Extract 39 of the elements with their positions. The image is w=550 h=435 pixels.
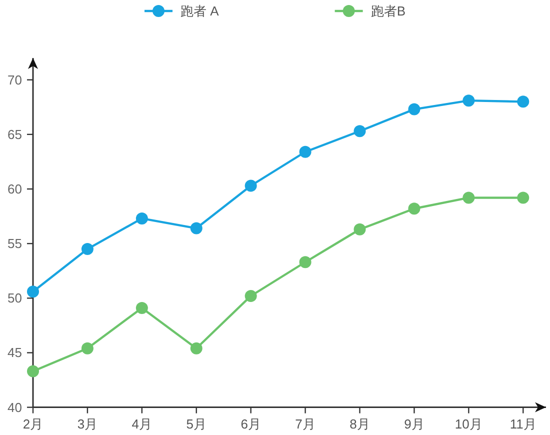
x-tick-label: 9月 <box>404 416 424 432</box>
y-tick-label: 65 <box>8 126 22 142</box>
point <box>408 202 420 215</box>
point <box>354 223 366 236</box>
x-tick-label: 5月 <box>186 416 206 432</box>
y-tick-label: 60 <box>8 181 22 196</box>
y-tick-label: 50 <box>8 290 22 306</box>
x-tick-label: 4月 <box>132 416 152 432</box>
point <box>244 180 257 192</box>
x-tick-label: 3月 <box>77 416 98 432</box>
point <box>299 256 312 268</box>
point <box>462 192 475 204</box>
point <box>81 243 94 256</box>
point <box>517 192 530 204</box>
point <box>136 212 148 224</box>
point <box>27 286 39 298</box>
point <box>408 103 420 116</box>
point <box>462 94 475 107</box>
point <box>244 290 257 302</box>
y-tick-label: 55 <box>8 236 22 252</box>
y-tick-label: 40 <box>8 400 22 415</box>
x-tick-label: 7月 <box>295 416 316 432</box>
x-tick-label: 8月 <box>350 416 370 432</box>
x-tick-label: 11月 <box>510 416 536 432</box>
point <box>136 302 148 314</box>
point <box>27 365 39 378</box>
legend-label: 跑者B <box>370 4 406 18</box>
x-tick-label: 6月 <box>240 416 261 432</box>
legend-label: 跑者 A <box>180 4 220 18</box>
x-tick-label: 2月 <box>22 416 44 432</box>
y-tick-label: 45 <box>8 345 22 360</box>
y-tick-label: 70 <box>8 72 22 88</box>
point <box>354 125 366 138</box>
x-tick-label: 10月 <box>454 416 482 432</box>
point <box>81 342 94 354</box>
point <box>190 342 202 354</box>
point <box>517 96 530 108</box>
point <box>299 146 312 158</box>
point <box>190 222 202 234</box>
